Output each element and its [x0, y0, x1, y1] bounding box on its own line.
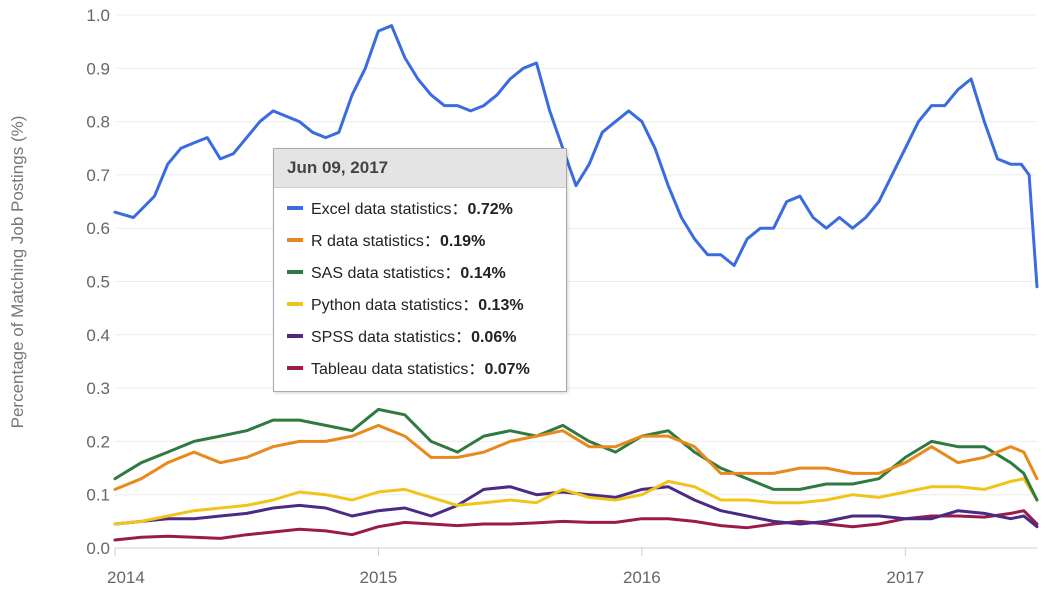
tooltip-row: SPSS data statistics：0.06% — [287, 328, 516, 348]
tooltip-row-value: 0.07% — [484, 361, 530, 378]
series-swatch-r — [287, 237, 303, 242]
series-swatch-excel — [287, 205, 303, 210]
y-tick-labels: 0.0 0.1 0.2 0.3 0.4 0.5 0.6 0.7 0.8 0.9 1.0 — [86, 6, 110, 558]
hover-tooltip: Jun 09, 2017 Excel data statistics：0.72%… — [273, 148, 567, 392]
tooltip-row: R data statistics：0.19% — [287, 232, 485, 252]
x-tick-label: 2017 — [886, 568, 924, 587]
series-line-tableau[interactable] — [113, 509, 1039, 542]
y-tick-label: 0.5 — [86, 273, 110, 292]
series-line-r[interactable] — [113, 423, 1039, 491]
tooltip-row: Excel data statistics：0.72% — [287, 200, 513, 220]
x-tick-label: 2016 — [623, 568, 661, 587]
tooltip-row-label: SPSS data statistics： — [311, 329, 472, 346]
series-swatch-python — [287, 301, 303, 306]
y-tick-label: 0.2 — [86, 432, 110, 451]
y-tick-label: 0.1 — [86, 486, 110, 505]
x-tick-label: 2015 — [360, 568, 398, 587]
y-tick-label: 0.8 — [86, 113, 110, 132]
tooltip-row-label: Python data statistics： — [311, 297, 479, 314]
tooltip-row-label: SAS data statistics： — [311, 265, 461, 282]
tooltip-row-value: 0.13% — [478, 297, 524, 314]
y-tick-label: 0.4 — [86, 326, 110, 345]
tooltip-row-label: R data statistics： — [311, 233, 440, 250]
tooltip-date: Jun 09, 2017 — [274, 149, 566, 188]
series-swatch-sas — [287, 269, 303, 274]
y-tick-label: 0.7 — [86, 166, 110, 185]
tooltip-row-value: 0.72% — [467, 201, 513, 218]
series-swatch-tableau — [287, 365, 303, 370]
series-line-python[interactable] — [113, 477, 1039, 526]
tooltip-row: Tableau data statistics：0.07% — [287, 360, 530, 380]
y-tick-label: 0.0 — [86, 539, 110, 558]
x-tick-label: 2014 — [107, 568, 145, 587]
y-tick-label: 1.0 — [86, 6, 110, 25]
series-swatch-spss — [287, 333, 303, 338]
gridlines — [115, 14, 1037, 549]
series-line-spss[interactable] — [113, 485, 1039, 529]
x-tick-labels: 2014 2015 2016 2017 — [107, 548, 924, 587]
tooltip-row-value: 0.06% — [471, 329, 517, 346]
tooltip-row-label: Excel data statistics： — [311, 201, 468, 218]
y-tick-label: 0.3 — [86, 379, 110, 398]
tooltip-row: Python data statistics：0.13% — [287, 296, 524, 316]
y-tick-label: 0.6 — [86, 219, 110, 238]
tooltip-row-value: 0.19% — [439, 233, 486, 250]
series-lines[interactable] — [113, 24, 1039, 542]
series-line-sas[interactable] — [113, 407, 1039, 502]
y-axis-label: Percentage of Matching Job Postings (%) — [8, 116, 27, 429]
tooltip-row: SAS data statistics：0.14% — [287, 264, 506, 284]
y-tick-label: 0.9 — [86, 59, 110, 78]
tooltip-row-value: 0.14% — [460, 265, 506, 282]
series-line-excel[interactable] — [113, 24, 1039, 289]
tooltip-row-label: Tableau data statistics： — [311, 361, 485, 378]
